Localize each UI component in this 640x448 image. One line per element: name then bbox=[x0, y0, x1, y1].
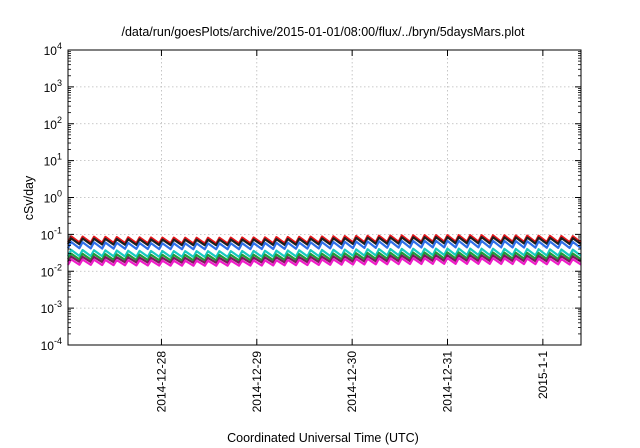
y-tick-label: 102 bbox=[44, 115, 62, 132]
y-axis-label: cSv/day bbox=[22, 175, 36, 220]
y-axis-ticks: 10-4 10-3 10-2 10-1 100 101 102 103 104 bbox=[41, 41, 581, 353]
chart-title: /data/run/goesPlots/archive/2015-01-01/0… bbox=[121, 25, 525, 39]
x-tick-label: 2015-1-1 bbox=[536, 351, 550, 399]
series-line bbox=[67, 247, 582, 259]
series-line bbox=[67, 239, 582, 251]
grid bbox=[68, 50, 581, 345]
series-line bbox=[67, 257, 582, 267]
series-line bbox=[67, 234, 582, 245]
y-tick-label: 101 bbox=[44, 152, 62, 169]
y-tick-label: 103 bbox=[44, 78, 62, 95]
series-line bbox=[67, 236, 582, 247]
x-tick-label: 2014-12-28 bbox=[154, 351, 168, 413]
y-tick-label: 10-1 bbox=[41, 225, 62, 242]
series-line bbox=[67, 251, 582, 262]
series-group bbox=[67, 234, 582, 267]
y-tick-label: 100 bbox=[44, 189, 62, 206]
x-axis-ticks: 2014-12-28 2014-12-29 2014-12-30 2014-12-31… bbox=[154, 50, 550, 413]
series-line bbox=[67, 254, 582, 264]
y-tick-label: 10-2 bbox=[41, 262, 62, 279]
x-tick-label: 2014-12-30 bbox=[345, 351, 359, 413]
y-tick-label: 104 bbox=[44, 41, 62, 58]
y-tick-label: 10-3 bbox=[41, 299, 62, 316]
x-tick-label: 2014-12-29 bbox=[250, 351, 264, 413]
x-tick-label: 2014-12-31 bbox=[441, 351, 455, 413]
x-axis-label: Coordinated Universal Time (UTC) bbox=[227, 431, 419, 445]
y-tick-label: 10-4 bbox=[41, 336, 62, 353]
